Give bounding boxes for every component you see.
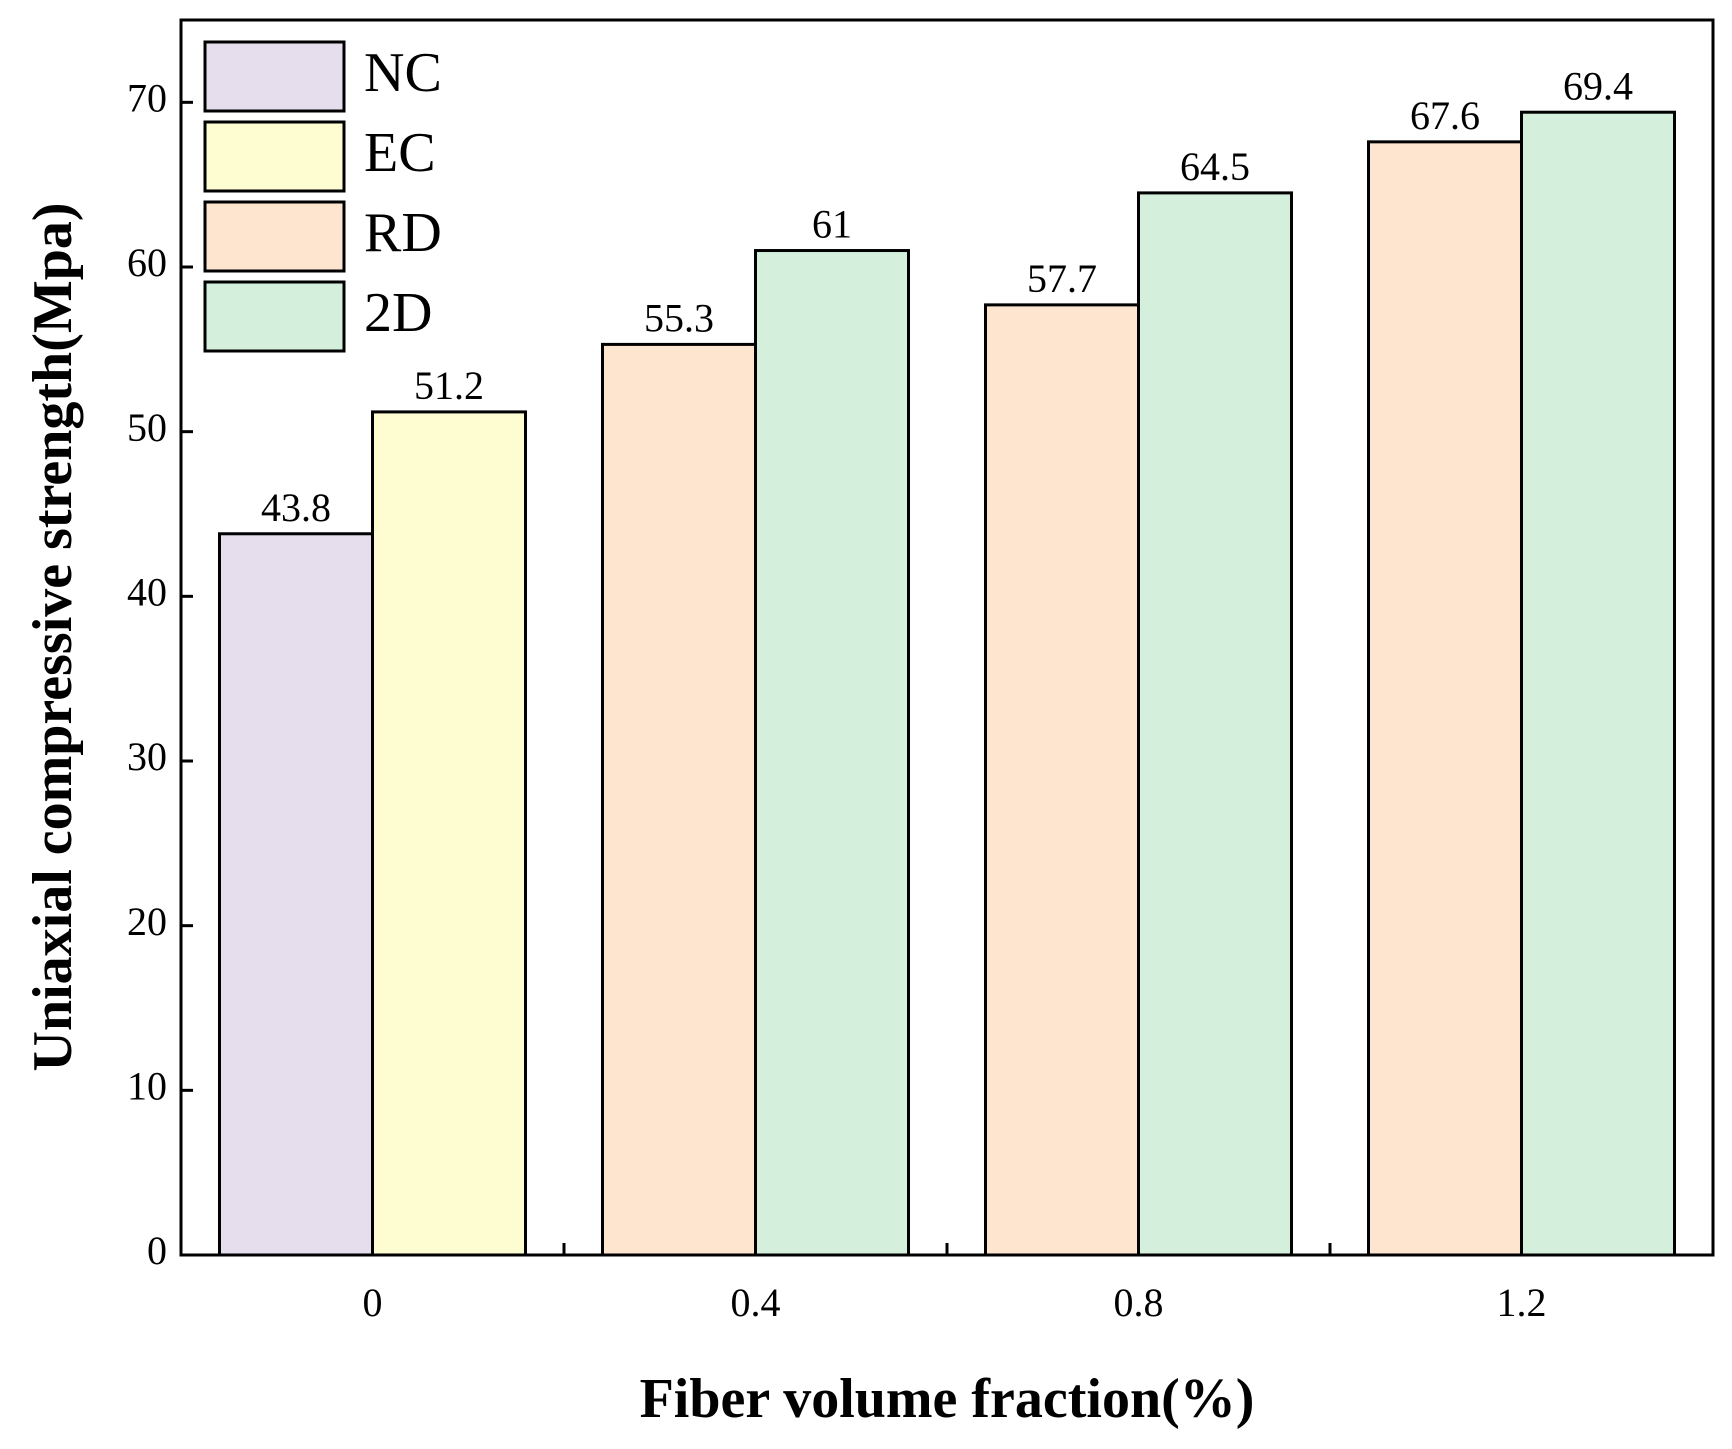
y-tick-label: 40: [127, 570, 167, 615]
y-tick-label: 0: [147, 1228, 167, 1273]
x-tick-label: 1.2: [1497, 1280, 1547, 1325]
plot-frame: [179, 18, 1715, 1257]
y-tick-label: 50: [127, 405, 167, 450]
x-tick-label: 0.4: [731, 1280, 781, 1325]
data-label: 61: [812, 202, 852, 247]
legend-label: 2D: [364, 282, 432, 344]
bar: [1520, 110, 1676, 1257]
bar: [218, 532, 374, 1257]
data-label: 55.3: [644, 296, 714, 341]
legend-label: NC: [364, 42, 442, 104]
x-tick-label: 0: [363, 1280, 383, 1325]
bar: [1367, 140, 1523, 1257]
legend-swatch: [203, 120, 346, 193]
legend-swatch: [203, 40, 346, 113]
y-tick-label: 30: [127, 734, 167, 779]
bar: [371, 410, 527, 1257]
legend-swatch: [203, 200, 346, 273]
bar: [754, 249, 910, 1257]
data-label: 51.2: [414, 363, 484, 408]
legend-swatch: [203, 280, 346, 353]
y-tick-label: 20: [127, 899, 167, 944]
y-tick-label: 70: [127, 76, 167, 121]
data-label: 57.7: [1027, 256, 1097, 301]
x-tick-label: 0.8: [1114, 1280, 1164, 1325]
y-tick-label: 10: [127, 1064, 167, 1109]
bar: [984, 303, 1140, 1257]
legend-label: EC: [364, 122, 436, 184]
bar: [1137, 191, 1293, 1257]
legend-label: RD: [364, 202, 442, 264]
y-tick-label: 60: [127, 240, 167, 285]
data-label: 43.8: [261, 485, 331, 530]
bar: [601, 342, 757, 1257]
data-label: 69.4: [1563, 63, 1633, 108]
y-axis-title: Uniaxial compressive strength(Mpa): [22, 203, 84, 1072]
data-label: 67.6: [1410, 93, 1480, 138]
data-label: 64.5: [1180, 144, 1250, 189]
x-axis-title: Fiber volume fraction(%): [640, 1368, 1255, 1430]
